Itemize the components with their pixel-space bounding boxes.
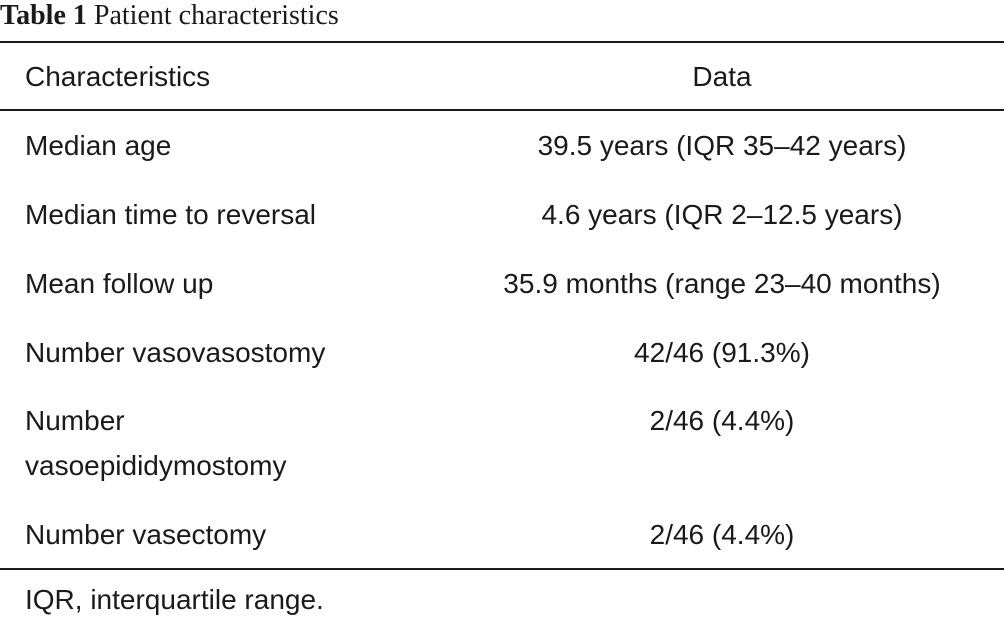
row-label-number-vasectomy: Number vasectomy	[25, 519, 267, 550]
header-data: Data	[692, 61, 752, 92]
row-value-mean-follow-up: 35.9 months (range 23–40 months)	[503, 268, 941, 299]
table-caption: Table 1 Patient characteristics	[0, 0, 339, 36]
bottom-rule	[0, 568, 1004, 570]
row-label-number-vasoepididymostomy: Number vasoepididymostomy	[25, 405, 287, 481]
table-footnote: IQR, interquartile range.	[25, 584, 324, 615]
top-rule	[0, 41, 1004, 43]
header-characteristics: Characteristics	[25, 61, 211, 92]
row-value-median-age: 39.5 years (IQR 35–42 years)	[537, 130, 907, 161]
table-title: Patient characteristics	[93, 0, 339, 31]
row-value-number-vasovasostomy: 42/46 (91.3%)	[634, 337, 810, 368]
row-value-number-vasoepididymostomy: 2/46 (4.4%)	[649, 405, 795, 436]
row-label-median-time-to-reversal: Median time to reversal	[25, 199, 317, 230]
row-value-number-vasectomy: 2/46 (4.4%)	[649, 519, 795, 550]
row-value-median-time-to-reversal: 4.6 years (IQR 2–12.5 years)	[541, 199, 903, 230]
header-rule	[0, 109, 1004, 111]
row-label-median-age: Median age	[25, 130, 172, 161]
table-label: Table 1	[0, 0, 87, 31]
row-label-mean-follow-up: Mean follow up	[25, 268, 214, 299]
row-label-number-vasovasostomy: Number vasovasostomy	[25, 337, 326, 368]
